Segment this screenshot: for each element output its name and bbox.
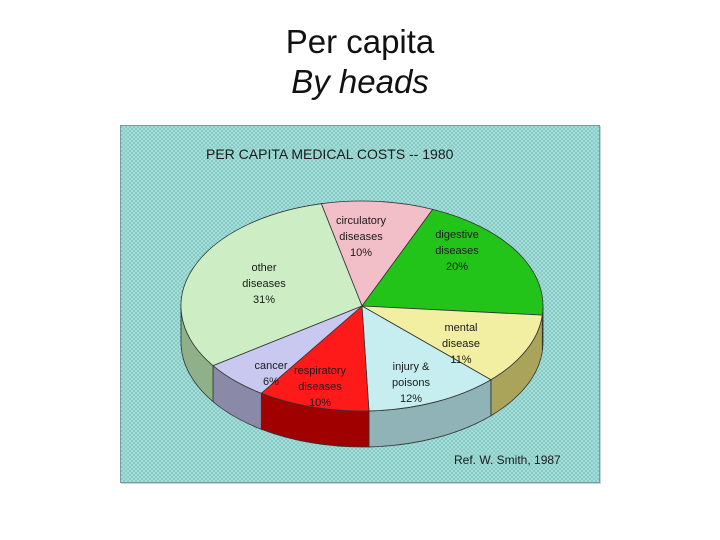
- slice-label-3: injury & poisons 12%: [392, 361, 430, 405]
- pie-slice-4: [260, 305, 370, 412]
- slice-label-2: mental disease 11%: [442, 322, 480, 366]
- slice-label-6: other diseases 31%: [242, 262, 286, 306]
- slice-label-4: respiratory diseases 10%: [294, 365, 346, 409]
- pie-slice-0: [320, 200, 434, 307]
- chart-title: PER CAPITA MEDICAL COSTS -- 1980: [206, 146, 454, 162]
- chart-frame: PER CAPITA MEDICAL COSTS -- 1980 circula…: [120, 125, 600, 483]
- reference-note: Ref. W. Smith, 1987: [454, 453, 561, 467]
- pie-slice-2: [361, 305, 543, 381]
- pie-slice-6: [180, 203, 363, 367]
- slice-label-5: cancer 6%: [254, 360, 287, 388]
- pie-chart: PER CAPITA MEDICAL COSTS -- 1980 circula…: [121, 126, 599, 482]
- pie-labels: circulatory diseases 10% digestive diseases 2…: [242, 215, 480, 409]
- pie-slice-1: [361, 208, 544, 316]
- slide-title-line1: Per capita: [285, 23, 435, 60]
- slide-title: Per capita By heads: [0, 22, 720, 101]
- slice-label-1: digestive diseases 20%: [435, 229, 479, 273]
- slice-label-0: circulatory diseases 10%: [336, 215, 387, 259]
- slide-title-line2: By heads: [291, 62, 429, 100]
- pie-slice-3: [361, 305, 492, 412]
- pie-tops: [180, 200, 544, 412]
